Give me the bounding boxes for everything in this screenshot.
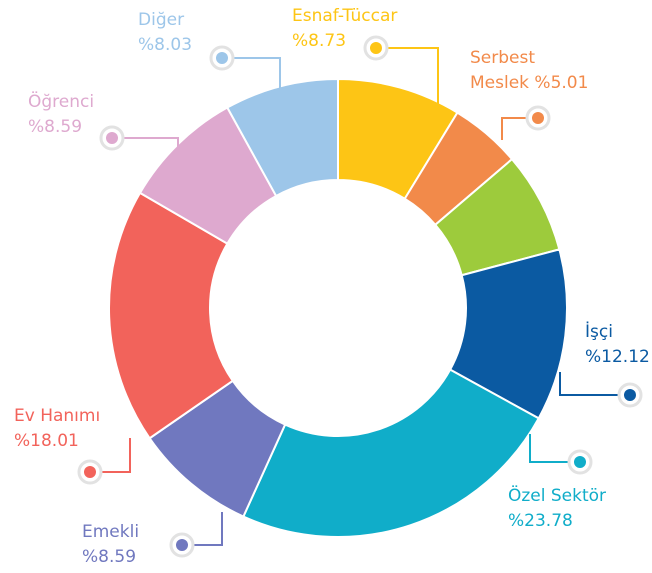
category-label: İşçi bbox=[585, 322, 613, 342]
segment-label: Emekli %8.59 bbox=[82, 520, 139, 570]
value-label: %8.73 bbox=[292, 31, 347, 51]
label-dot bbox=[216, 52, 228, 64]
value-label: %8.03 bbox=[138, 35, 193, 55]
value-label: %8.59 bbox=[82, 547, 137, 567]
leader-line bbox=[112, 137, 179, 158]
value-label: %23.78 bbox=[508, 511, 573, 531]
leader-line bbox=[376, 47, 439, 104]
category-label: Diğer bbox=[138, 10, 185, 30]
segment-label: Esnaf-Tüccar %8.73 bbox=[292, 4, 397, 54]
donut-segment bbox=[225, 77, 339, 198]
leader-line bbox=[559, 372, 630, 396]
leader-line bbox=[529, 434, 580, 463]
leader-line bbox=[182, 512, 223, 546]
label-dot bbox=[574, 456, 586, 468]
category-label: Serbest Meslek bbox=[470, 48, 536, 93]
category-label: Özel Sektör bbox=[508, 486, 607, 506]
category-label: Emekli bbox=[82, 522, 140, 542]
label-dot bbox=[370, 42, 382, 54]
category-label: Ev Hanımı bbox=[14, 406, 101, 426]
label-dot bbox=[84, 466, 96, 478]
category-label: Esnaf-Tüccar bbox=[292, 6, 398, 26]
segment-label: Serbest Meslek %5.01 bbox=[470, 46, 590, 96]
leader-line bbox=[90, 438, 131, 473]
value-label: %5.01 bbox=[534, 73, 589, 93]
label-dot bbox=[176, 539, 188, 551]
segment-label: İşçi %12.12 bbox=[585, 320, 650, 370]
donut-segment bbox=[108, 191, 235, 440]
value-label: %18.01 bbox=[14, 431, 79, 451]
category-label: Öğrenci bbox=[28, 92, 95, 112]
value-label: %12.12 bbox=[585, 347, 650, 367]
segment-label: Özel Sektör %23.78 bbox=[508, 484, 606, 534]
segment-label: Diğer %8.03 bbox=[138, 8, 192, 58]
label-dot bbox=[106, 132, 118, 144]
donut-segment bbox=[242, 368, 541, 538]
segment-label: Ev Hanımı %18.01 bbox=[14, 404, 100, 454]
label-dot bbox=[624, 389, 636, 401]
segment-label: Öğrenci %8.59 bbox=[28, 90, 94, 140]
label-dot bbox=[532, 112, 544, 124]
leader-line bbox=[222, 57, 281, 90]
value-label: %8.59 bbox=[28, 117, 83, 137]
